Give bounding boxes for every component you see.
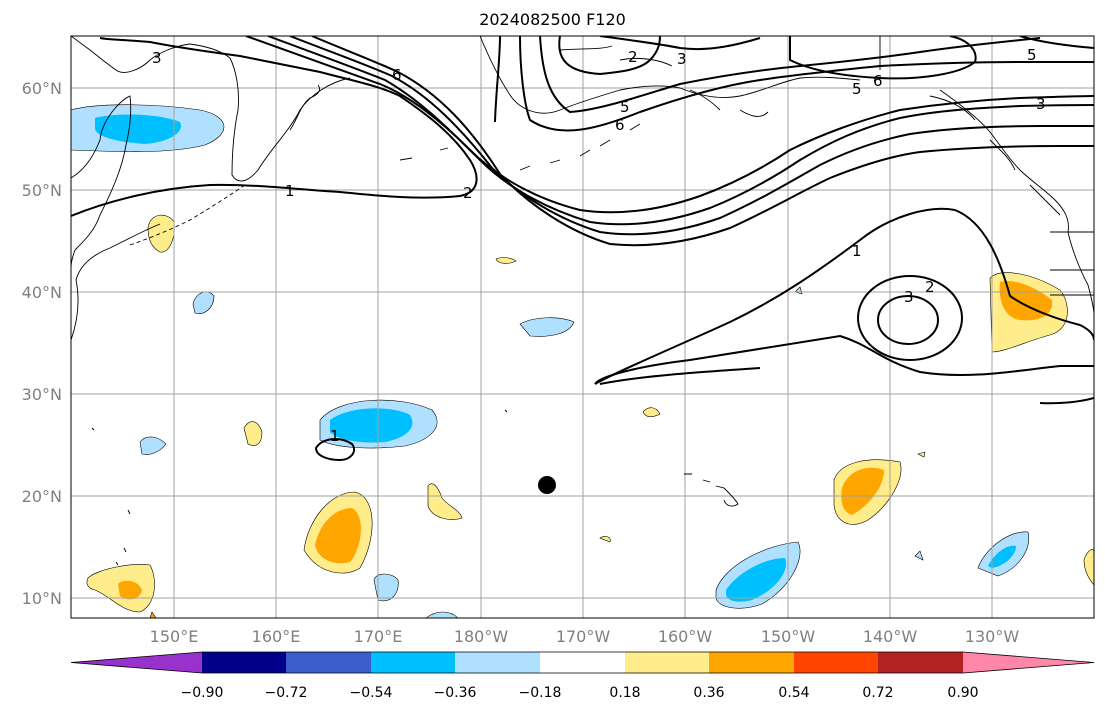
coastlines xyxy=(71,36,1094,566)
lon-label: 170°W xyxy=(556,627,611,646)
contour-label: 1 xyxy=(330,427,340,445)
contour-label: 2 xyxy=(925,278,935,296)
map-frame xyxy=(70,35,1095,619)
colorbar-label: 0.36 xyxy=(693,685,724,701)
colorbar-label: 0.18 xyxy=(609,685,640,701)
colorbar-segment xyxy=(286,652,371,673)
colorbar-segments xyxy=(70,651,1095,674)
colorbar-label: −0.18 xyxy=(519,685,562,701)
lon-label: 170°E xyxy=(354,627,403,646)
lon-label: 180°W xyxy=(454,627,509,646)
contour-label: 3 xyxy=(152,49,162,67)
contour-label: 1 xyxy=(852,242,862,260)
storm-center-marker xyxy=(538,476,556,494)
colorbar-label: 0.72 xyxy=(862,685,893,701)
contour-label: 5 xyxy=(620,98,630,116)
contour-label: 1 xyxy=(285,182,295,200)
lat-label: 40°N xyxy=(22,283,62,302)
contour-label: 6 xyxy=(873,72,883,90)
colorbar-segment xyxy=(202,652,286,673)
colorbar-segment xyxy=(794,652,878,673)
contour-label: 2 xyxy=(628,48,638,66)
colorbar: −0.90 −0.72 −0.54 −0.36 −0.18 0.18 0.36 … xyxy=(70,651,1095,701)
colorbar-segment xyxy=(371,652,455,673)
longitude-labels: 150°E 160°E 170°E 180°W 170°W 160°W 150°… xyxy=(150,627,1020,646)
colorbar-label: −0.36 xyxy=(434,685,477,701)
colorbar-segment xyxy=(963,652,1094,673)
colorbar-segment xyxy=(455,652,540,673)
contour-label: 6 xyxy=(392,66,402,84)
colorbar-segment xyxy=(540,652,625,673)
lon-label: 160°W xyxy=(658,627,713,646)
colorbar-segment xyxy=(71,652,202,673)
latitude-labels: 60°N 50°N 40°N 30°N 20°N 10°N xyxy=(22,79,62,608)
colorbar-label: 0.54 xyxy=(778,685,809,701)
contour-label: 3 xyxy=(677,50,687,68)
lon-label: 140°W xyxy=(863,627,918,646)
lat-label: 30°N xyxy=(22,385,62,404)
contour-lines xyxy=(71,36,1094,462)
contour-labels: 3 6 2 3 5 6 5 6 5 3 1 2 1 2 3 1 xyxy=(152,46,1046,445)
lon-label: 160°E xyxy=(252,627,301,646)
graticule xyxy=(71,36,1094,618)
contour-label: 5 xyxy=(852,80,862,98)
map-title: 2024082500 F120 xyxy=(479,10,626,29)
lat-label: 20°N xyxy=(22,487,62,506)
lat-label: 60°N xyxy=(22,79,62,98)
contour-label: 5 xyxy=(1027,46,1037,64)
contour-label: 6 xyxy=(615,116,625,134)
colorbar-segment xyxy=(625,652,709,673)
lon-label: 130°W xyxy=(965,627,1020,646)
colorbar-segment xyxy=(709,652,794,673)
colorbar-label: 0.90 xyxy=(947,685,978,701)
lon-label: 150°E xyxy=(150,627,199,646)
lat-label: 50°N xyxy=(22,181,62,200)
lon-label: 150°W xyxy=(761,627,816,646)
lat-label: 10°N xyxy=(22,589,62,608)
contour-label: 3 xyxy=(1036,95,1046,113)
colorbar-label: −0.72 xyxy=(265,685,308,701)
colorbar-labels: −0.90 −0.72 −0.54 −0.36 −0.18 0.18 0.36 … xyxy=(181,685,979,701)
contour-label: 3 xyxy=(904,288,914,306)
colorbar-outline xyxy=(70,651,1095,674)
colorbar-segment xyxy=(878,652,963,673)
colorbar-label: −0.90 xyxy=(181,685,224,701)
colorbar-label: −0.54 xyxy=(350,685,393,701)
contour-label: 2 xyxy=(463,184,473,202)
